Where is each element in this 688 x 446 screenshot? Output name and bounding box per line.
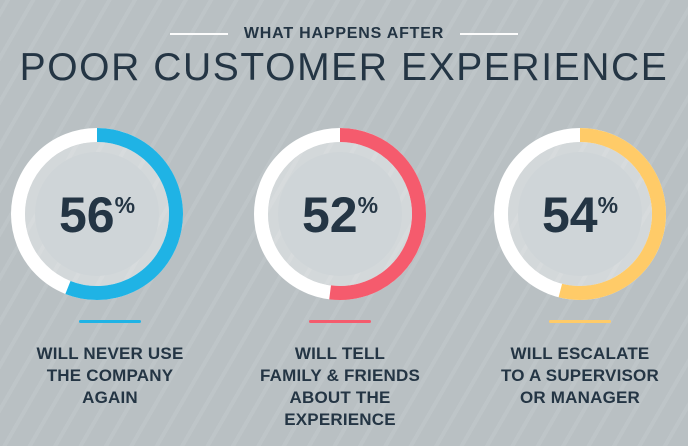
header-kicker-row: WHAT HAPPENS AFTER — [0, 22, 688, 46]
stat-underline-2 — [309, 320, 371, 323]
ring-halo-1 — [25, 142, 169, 286]
percent-label-3: 54% — [542, 187, 618, 243]
ring-inner-2 — [278, 152, 402, 276]
stat-description-2: WILL TELL FAMILY & FRIENDS ABOUT THE EXP… — [259, 344, 420, 429]
percent-value-2: 52 — [302, 187, 358, 243]
ring-arc-3 — [558, 128, 666, 300]
ring-track-3 — [494, 128, 666, 300]
percent-label-1: 56% — [59, 187, 135, 243]
ring-halo-2 — [268, 142, 412, 286]
ring-arc-1 — [65, 128, 183, 300]
percent-label-2: 52% — [302, 187, 378, 243]
stat-description-1: WILL NEVER USE THE COMPANY AGAIN — [36, 344, 184, 407]
header-rule-right — [460, 33, 519, 35]
ring-track-2 — [254, 128, 426, 300]
stat-underline-1 — [79, 320, 141, 323]
page-title: POOR CUSTOMER EXPERIENCE — [19, 46, 669, 89]
ring-inner-1 — [35, 152, 159, 276]
header-rule-left — [169, 33, 228, 35]
ring-arc-2 — [329, 128, 426, 300]
ring-track-1 — [11, 128, 183, 300]
ring-inner-3 — [518, 152, 642, 276]
percent-sign-3: % — [598, 192, 618, 218]
stat-block-2: WILL TELL FAMILY & FRIENDS ABOUT THE EXP… — [230, 320, 450, 431]
percent-value-3: 54 — [542, 187, 598, 243]
stat-block-3: WILL ESCALATE TO A SUPERVISOR OR MANAGER — [470, 320, 688, 409]
ring-halo-3 — [508, 142, 652, 286]
stat-block-1: WILL NEVER USE THE COMPANY AGAIN — [0, 320, 220, 409]
percent-sign-1: % — [115, 192, 135, 218]
stat-underline-3 — [549, 320, 611, 323]
percent-value-1: 56 — [59, 187, 115, 243]
header-kicker: WHAT HAPPENS AFTER — [243, 25, 445, 42]
percent-sign-2: % — [358, 192, 378, 218]
stat-description-3: WILL ESCALATE TO A SUPERVISOR OR MANAGER — [501, 344, 659, 407]
